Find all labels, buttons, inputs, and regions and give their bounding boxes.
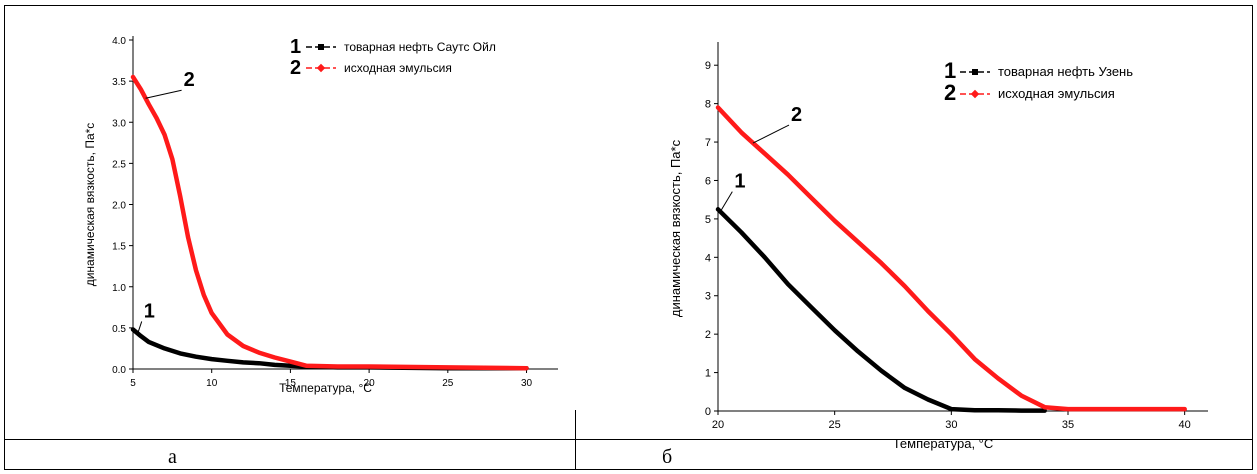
x-tick-label: 20 [364,378,376,389]
legend-label: товарная нефть Саутс Ойл [344,40,496,54]
x-tick-label: 30 [945,419,957,431]
y-tick-label: 2 [705,329,711,341]
y-tick-label: 1.0 [112,283,126,294]
y-tick-label: 3.5 [112,77,126,88]
chart-a: 0.0 0.5 1.0 1.5 2.0 2.5 3.0 3.5 4.0 5 10 15 20 25 30 Те… [83,36,558,395]
y-tick-label: 4 [705,252,711,264]
x-axis-label: Температура, °С [893,436,994,451]
legend-number: 1 [944,58,956,83]
y-tick-label: 9 [705,60,711,72]
y-tick-label: 1.5 [112,242,126,253]
y-tick-label: 5 [705,214,711,226]
y-tick-label: 3 [705,291,711,303]
x-axis-label: Температура, °С [279,381,372,395]
annotation-label: 2 [184,69,195,91]
legend-number: 2 [944,80,956,105]
x-tick-label: 10 [206,378,218,389]
x-tick-label: 15 [285,378,297,389]
x-tick-label: 40 [1179,419,1191,431]
annotation-label: 1 [144,300,155,322]
y-tick-label: 0 [705,406,711,418]
legend-number: 1 [290,36,301,58]
x-tick-label: 25 [829,419,841,431]
y-axis-label: динамическая вязкость, Па*с [668,139,683,317]
x-tick-label: 5 [130,378,136,389]
y-tick-label: 6 [705,175,711,187]
legend-label: исходная эмульсия [998,86,1115,101]
y-axis-label: динамическая вязкость, Па*с [83,123,97,287]
x-tick-label: 30 [521,378,533,389]
x-tick-label: 35 [1062,419,1074,431]
series-line-1 [130,327,529,371]
y-tick-label: 2.0 [112,201,126,212]
x-tick-label: 25 [442,378,454,389]
y-tick-label: 1 [705,368,711,380]
series-line-1 [715,207,1047,413]
annotation-label: 2 [791,104,802,126]
legend-marker-diamond [316,63,326,73]
legend-label: исходная эмульсия [344,61,452,75]
y-tick-label: 0.0 [112,365,126,376]
y-tick-label: 7 [705,137,711,149]
legend-marker-square [972,69,978,75]
annotation-label: 1 [734,171,745,193]
legend-number: 2 [290,57,301,79]
annotation-leader [719,191,733,212]
annotation-leader [752,124,790,144]
annotation-leader [145,89,182,99]
series-line-2 [130,74,529,371]
y-tick-label: 4.0 [112,36,126,47]
y-tick-label: 2.5 [112,159,126,170]
y-tick-label: 0.5 [112,324,126,335]
legend-marker-square [318,44,324,50]
y-tick-label: 3.0 [112,118,126,129]
series-line-2 [715,105,1187,412]
legend-label: товарная нефть Узень [998,64,1133,79]
table-border [4,5,1253,470]
y-tick-label: 8 [705,99,711,111]
x-tick-label: 20 [712,419,724,431]
legend-marker-diamond [970,89,980,99]
caption-a: а [168,446,177,468]
caption-b: б [662,446,673,468]
annotation-leader [137,321,143,334]
